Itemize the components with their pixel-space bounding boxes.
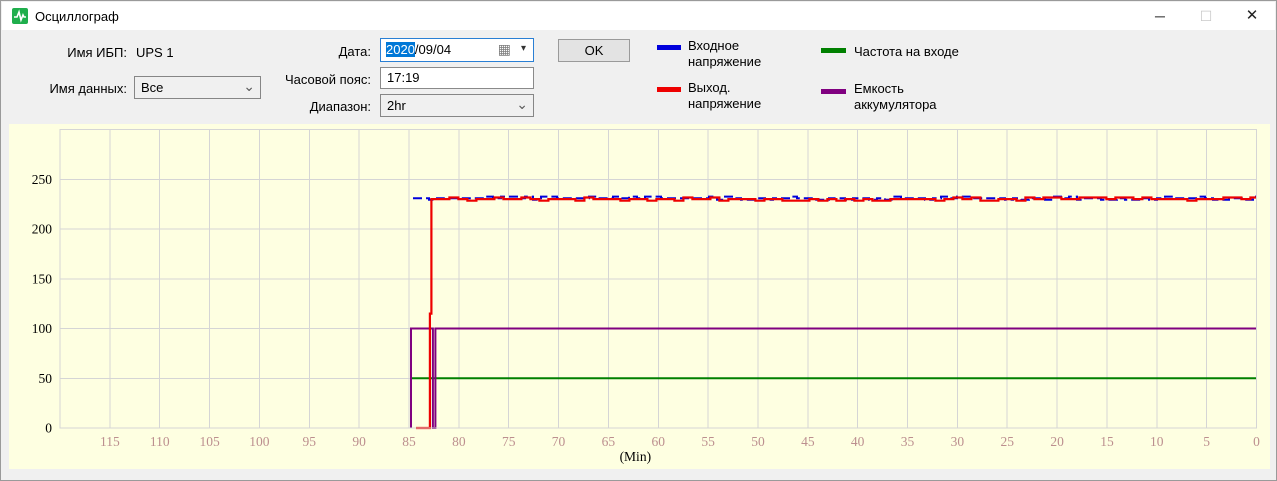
- data-name-select[interactable]: Все ⌄: [134, 76, 261, 99]
- minimize-button[interactable]: ─: [1155, 8, 1165, 24]
- svg-text:45: 45: [801, 434, 815, 449]
- svg-text:250: 250: [32, 172, 53, 187]
- data-name-label: Имя данных:: [49, 81, 127, 96]
- ups-name-label: Имя ИБП:: [67, 45, 127, 60]
- svg-text:5: 5: [1203, 434, 1210, 449]
- timezone-value: 17:19: [387, 70, 420, 85]
- svg-text:0: 0: [45, 421, 52, 436]
- ok-button[interactable]: OK: [558, 39, 630, 62]
- svg-text:150: 150: [32, 271, 53, 286]
- svg-text:115: 115: [100, 434, 120, 449]
- svg-text:85: 85: [402, 434, 416, 449]
- svg-text:75: 75: [502, 434, 516, 449]
- legend-swatch-output-voltage: [657, 87, 681, 92]
- title-bar: Осциллограф ─ ☐ ✕: [2, 2, 1275, 30]
- svg-text:70: 70: [552, 434, 566, 449]
- calendar-icon[interactable]: ▦: [497, 41, 511, 57]
- app-waveform-icon: [12, 8, 28, 24]
- timezone-label: Часовой пояс:: [284, 72, 371, 87]
- ups-name-value: UPS 1: [136, 45, 174, 60]
- svg-text:40: 40: [851, 434, 865, 449]
- svg-text:60: 60: [652, 434, 666, 449]
- svg-text:50: 50: [39, 371, 53, 386]
- date-rest-segment: /09/04: [414, 42, 452, 57]
- calendar-dropdown-icon[interactable]: ▾: [520, 43, 526, 54]
- legend-label-output-voltage: Выход. напряжение: [688, 80, 762, 111]
- legend-swatch-input-frequency: [821, 48, 846, 53]
- svg-text:35: 35: [901, 434, 915, 449]
- close-button[interactable]: ✕: [1245, 7, 1259, 24]
- data-name-selected-value: Все: [141, 80, 164, 95]
- svg-text:0: 0: [1253, 434, 1260, 449]
- svg-text:15: 15: [1100, 434, 1114, 449]
- chart-canvas: 115 110 105 100 95 90 85 80 75 70 65 60 55 50 45 40 35 30…: [32, 129, 1260, 464]
- window-title: Осциллограф: [35, 9, 119, 24]
- chevron-down-icon: ⌄: [243, 78, 255, 94]
- date-label: Дата:: [338, 44, 371, 59]
- legend-label-battery-capacity: Емкость аккумулятора: [854, 81, 937, 112]
- svg-text:95: 95: [303, 434, 317, 449]
- svg-text:55: 55: [701, 434, 715, 449]
- svg-text:100: 100: [32, 321, 53, 336]
- legend-label-input-frequency: Частота на входе: [854, 44, 959, 59]
- date-input[interactable]: 2020/09/04 ▦ ▾: [380, 38, 534, 62]
- legend-swatch-battery-capacity: [821, 89, 846, 94]
- svg-text:(Min): (Min): [620, 449, 652, 464]
- chevron-down-icon: ⌄: [516, 96, 528, 112]
- svg-text:90: 90: [352, 434, 366, 449]
- svg-text:200: 200: [32, 222, 53, 237]
- svg-text:110: 110: [150, 434, 170, 449]
- legend-label-input-voltage: Входное напряжение: [688, 38, 762, 69]
- timezone-input[interactable]: 17:19: [380, 67, 534, 89]
- range-label: Диапазон:: [309, 99, 371, 114]
- svg-text:100: 100: [249, 434, 270, 449]
- svg-text:105: 105: [199, 434, 220, 449]
- oscilloscope-chart: 115 110 105 100 95 90 85 80 75 70 65 60 55 50 45 40 35 30…: [9, 124, 1270, 469]
- range-selected-value: 2hr: [387, 98, 406, 113]
- svg-text:50: 50: [751, 434, 765, 449]
- svg-text:30: 30: [951, 434, 965, 449]
- legend-swatch-input-voltage: [657, 45, 681, 50]
- svg-text:65: 65: [602, 434, 616, 449]
- svg-text:25: 25: [1000, 434, 1014, 449]
- svg-text:10: 10: [1150, 434, 1164, 449]
- svg-text:80: 80: [452, 434, 466, 449]
- maximize-button[interactable]: ☐: [1199, 8, 1213, 24]
- date-selected-segment: 2020: [386, 42, 415, 57]
- svg-text:20: 20: [1050, 434, 1064, 449]
- range-select[interactable]: 2hr ⌄: [380, 94, 534, 117]
